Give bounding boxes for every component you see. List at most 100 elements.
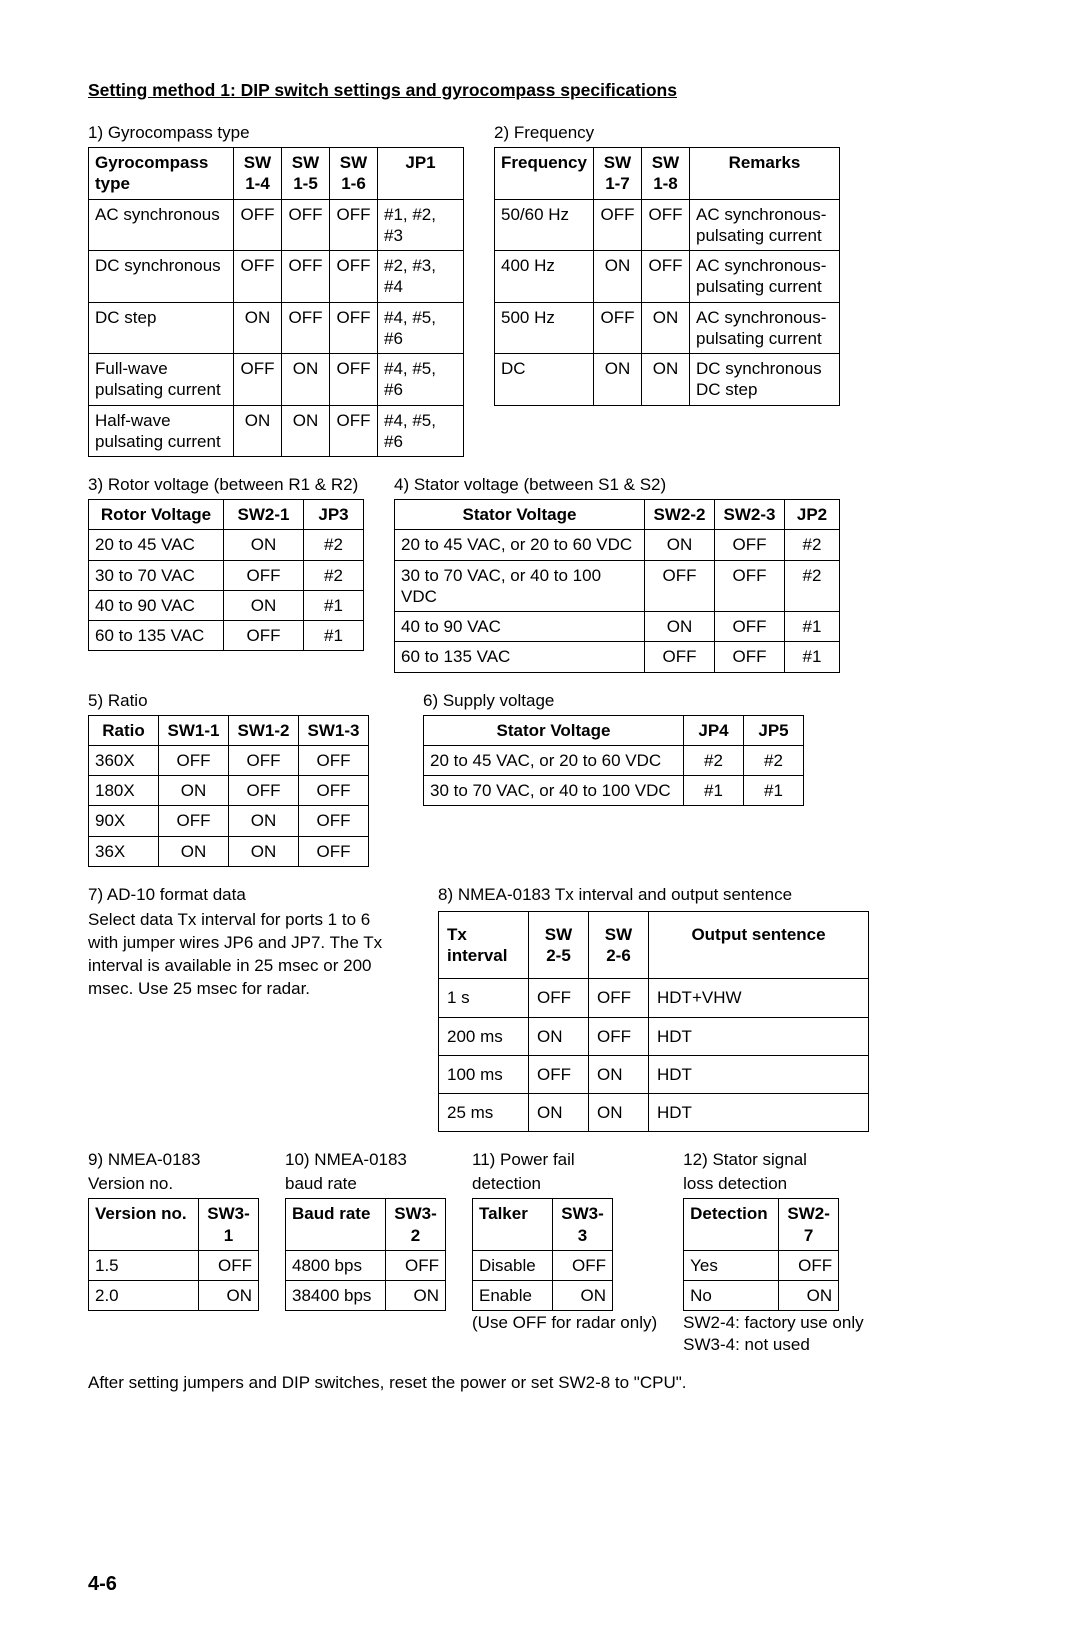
td: Enable <box>473 1281 553 1311</box>
td: 180X <box>89 776 159 806</box>
td: 50/60 Hz <box>495 199 594 251</box>
th: Stator Voltage <box>395 500 645 530</box>
block-power-fail: 11) Power fail detection TalkerSW3-3Disa… <box>472 1150 657 1333</box>
td: OFF <box>641 251 689 303</box>
td: OFF <box>229 745 299 775</box>
td: ON <box>229 806 299 836</box>
td: OFF <box>299 776 369 806</box>
td: OFF <box>299 745 369 775</box>
table-nmea-tx: Tx intervalSW2-5SW2-6Output sentence1 sO… <box>438 911 869 1133</box>
td: 90X <box>89 806 159 836</box>
block-frequency: 2) Frequency FrequencySW1-7SW1-8Remarks5… <box>494 123 840 406</box>
table-power-fail: TalkerSW3-3DisableOFFEnableON <box>472 1198 613 1311</box>
block-supply-voltage: 6) Supply voltage Stator VoltageJP4JP520… <box>423 691 804 807</box>
caption-table1: 1) Gyrocompass type <box>88 123 464 143</box>
td: OFF <box>159 806 229 836</box>
th: Baud rate <box>286 1199 386 1251</box>
td: OFF <box>529 1055 589 1093</box>
block-ad10: 7) AD-10 format data Select data Tx inte… <box>88 885 408 1001</box>
caption-table11a: 11) Power fail <box>472 1150 657 1170</box>
td: OFF <box>282 302 330 354</box>
td: ON <box>593 354 641 406</box>
td: 1.5 <box>89 1250 199 1280</box>
td: OFF <box>641 199 689 251</box>
closing-text: After setting jumpers and DIP switches, … <box>88 1373 992 1393</box>
th: Stator Voltage <box>424 715 684 745</box>
table-supply-voltage: Stator VoltageJP4JP520 to 45 VAC, or 20 … <box>423 715 804 807</box>
td: #4, #5, #6 <box>378 354 464 406</box>
th: SW1-3 <box>299 715 369 745</box>
td: ON <box>386 1281 446 1311</box>
td: 40 to 90 VAC <box>395 612 645 642</box>
th: Frequency <box>495 148 594 200</box>
th: SW1-5 <box>282 148 330 200</box>
caption-table12b: loss detection <box>683 1174 863 1194</box>
td: 4800 bps <box>286 1250 386 1280</box>
row-3: 5) Ratio RatioSW1-1SW1-2SW1-3360XOFFOFFO… <box>88 691 992 867</box>
th: Talker <box>473 1199 553 1251</box>
td: ON <box>282 405 330 457</box>
page-number: 4-6 <box>88 1573 992 1596</box>
text-ad10: Select data Tx interval for ports 1 to 6… <box>88 909 398 1001</box>
td: OFF <box>715 612 785 642</box>
th: Rotor Voltage <box>89 500 224 530</box>
table-nmea-version: Version no.SW3-11.5OFF2.0ON <box>88 1198 259 1311</box>
row-4: 7) AD-10 format data Select data Tx inte… <box>88 885 992 1133</box>
td: OFF <box>330 302 378 354</box>
td: HDT <box>649 1017 869 1055</box>
td: #2 <box>785 530 840 560</box>
td: AC synchronous-pulsating current <box>689 251 839 303</box>
caption-table2: 2) Frequency <box>494 123 840 143</box>
td: ON <box>159 836 229 866</box>
td: OFF <box>589 1017 649 1055</box>
td: AC synchronous <box>89 199 234 251</box>
th: SW1-8 <box>641 148 689 200</box>
td: 25 ms <box>439 1094 529 1132</box>
page-title: Setting method 1: DIP switch settings an… <box>88 80 992 101</box>
td: ON <box>224 590 304 620</box>
td: OFF <box>715 560 785 612</box>
td: OFF <box>553 1250 613 1280</box>
th: Gyrocompass type <box>89 148 234 200</box>
table-rotor-voltage: Rotor VoltageSW2-1JP320 to 45 VACON#230 … <box>88 499 364 651</box>
td: OFF <box>386 1250 446 1280</box>
note-power-fail: (Use OFF for radar only) <box>472 1313 657 1333</box>
td: No <box>684 1281 779 1311</box>
td: HDT <box>649 1094 869 1132</box>
caption-table10b: baud rate <box>285 1174 446 1194</box>
td: OFF <box>715 530 785 560</box>
caption-table9a: 9) NMEA-0183 <box>88 1150 259 1170</box>
td: OFF <box>199 1250 259 1280</box>
td: ON <box>224 530 304 560</box>
td: OFF <box>224 560 304 590</box>
td: OFF <box>282 251 330 303</box>
td: #4, #5, #6 <box>378 405 464 457</box>
td: OFF <box>234 251 282 303</box>
td: ON <box>234 302 282 354</box>
td: Half-wave pulsating current <box>89 405 234 457</box>
caption-table4: 4) Stator voltage (between S1 & S2) <box>394 475 840 495</box>
td: #1 <box>744 776 804 806</box>
th: Ratio <box>89 715 159 745</box>
td: 360X <box>89 745 159 775</box>
caption-table6: 6) Supply voltage <box>423 691 804 711</box>
note-stator-loss-2: SW3-4: not used <box>683 1335 863 1355</box>
td: 60 to 135 VAC <box>89 621 224 651</box>
td: 60 to 135 VAC <box>395 642 645 672</box>
th: SW2-2 <box>645 500 715 530</box>
td: #2, #3, #4 <box>378 251 464 303</box>
row-5: 9) NMEA-0183 Version no. Version no.SW3-… <box>88 1150 992 1355</box>
td: OFF <box>299 806 369 836</box>
td: OFF <box>593 199 641 251</box>
th: SW2-6 <box>589 911 649 979</box>
page-container: Setting method 1: DIP switch settings an… <box>0 0 1080 1636</box>
td: ON <box>553 1281 613 1311</box>
td: DC synchronous DC step <box>689 354 839 406</box>
td: 30 to 70 VAC, or 40 to 100 VDC <box>424 776 684 806</box>
td: #1, #2, #3 <box>378 199 464 251</box>
td: ON <box>159 776 229 806</box>
td: #2 <box>304 530 364 560</box>
td: ON <box>645 612 715 642</box>
td: #4, #5, #6 <box>378 302 464 354</box>
block-rotor-voltage: 3) Rotor voltage (between R1 & R2) Rotor… <box>88 475 364 651</box>
